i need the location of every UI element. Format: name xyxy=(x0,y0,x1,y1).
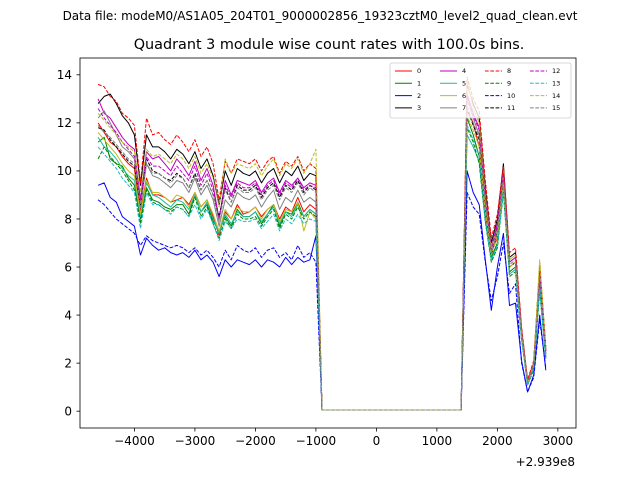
y-tick-label: 0 xyxy=(64,404,72,418)
legend-label-5: 5 xyxy=(462,80,466,88)
y-tick-label: 6 xyxy=(64,260,72,274)
x-axis: −4000 −3000 −2000 −1000 0 1000 2000 3000 xyxy=(114,428,573,448)
legend-label-3: 3 xyxy=(417,104,421,112)
x-offset-label: +2.939e8 xyxy=(516,455,575,469)
x-tick-label: 2000 xyxy=(482,434,513,448)
series-line-10 xyxy=(97,192,547,411)
figure-suptitle: Data file: modeM0/AS1A05_204T01_90000028… xyxy=(63,9,578,23)
legend-frame xyxy=(389,62,572,119)
x-tick-label: −2000 xyxy=(235,434,276,448)
x-tick-label: 1000 xyxy=(422,434,453,448)
y-tick-label: 10 xyxy=(57,164,72,178)
y-tick-label: 12 xyxy=(57,116,72,130)
legend-label-14: 14 xyxy=(552,92,560,100)
x-tick-label: 0 xyxy=(373,434,381,448)
legend-label-8: 8 xyxy=(507,67,511,75)
plot-area: −4000 −3000 −2000 −1000 0 1000 2000 3000 0 2 4 6 8 1… xyxy=(57,57,577,469)
legend-label-13: 13 xyxy=(552,80,560,88)
y-tick-label: 2 xyxy=(64,356,72,370)
y-axis: 0 2 4 6 8 10 12 14 xyxy=(57,68,80,418)
legend-label-0: 0 xyxy=(417,67,421,75)
chart-title: Quadrant 3 module wise count rates with … xyxy=(134,37,525,53)
x-tick-label: −3000 xyxy=(175,434,216,448)
x-tick-label: 3000 xyxy=(543,434,574,448)
x-tick-label: −1000 xyxy=(296,434,337,448)
y-tick-label: 8 xyxy=(64,212,72,226)
x-tick-label: −4000 xyxy=(114,434,155,448)
legend-label-15: 15 xyxy=(552,104,560,112)
y-tick-label: 14 xyxy=(57,68,72,82)
y-tick-label: 4 xyxy=(64,308,72,322)
legend-label-6: 6 xyxy=(462,92,466,100)
legend-label-7: 7 xyxy=(462,104,466,112)
legend-label-2: 2 xyxy=(417,92,421,100)
axes-frame xyxy=(79,57,577,429)
legend-label-12: 12 xyxy=(552,67,560,75)
legend-label-1: 1 xyxy=(417,80,421,88)
legend-label-9: 9 xyxy=(507,80,511,88)
legend-label-11: 11 xyxy=(507,104,515,112)
legend-label-10: 10 xyxy=(507,92,515,100)
legend-label-4: 4 xyxy=(462,67,466,75)
